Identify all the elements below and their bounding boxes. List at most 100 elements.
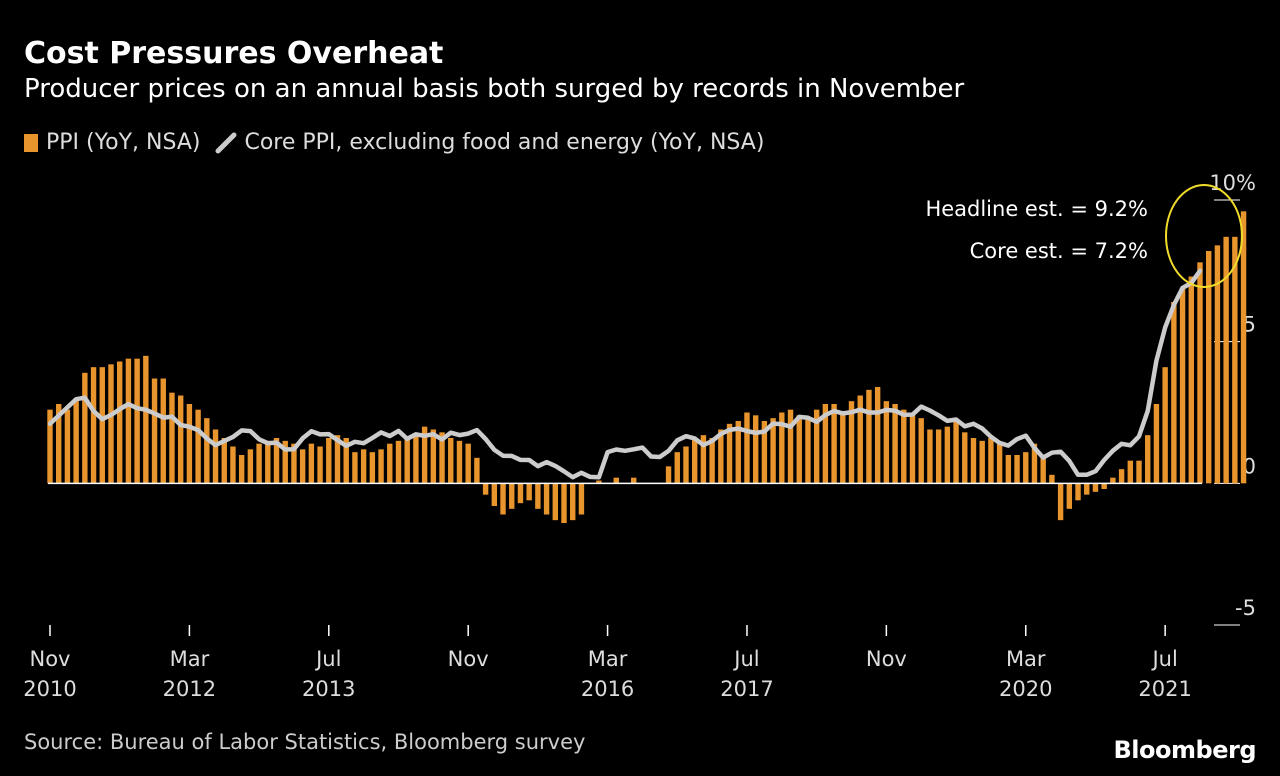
ppi-bar xyxy=(343,438,349,484)
ppi-bar xyxy=(64,409,71,484)
ppi-bar xyxy=(726,423,733,484)
ppi-bar xyxy=(796,415,802,484)
ppi-bar xyxy=(1005,455,1012,484)
x-tick-label-month: Jul xyxy=(314,647,341,671)
ppi-bar xyxy=(1066,483,1073,509)
ppi-bar xyxy=(1084,483,1090,495)
ppi-bar xyxy=(1136,460,1142,484)
legend-label-core: Core PPI, excluding food and energy (YoY… xyxy=(244,130,765,155)
x-tick-label-month: Mar xyxy=(588,647,628,671)
ppi-bar xyxy=(613,477,619,484)
ppi-bar xyxy=(561,483,567,523)
ppi-bar xyxy=(317,446,323,484)
core-line-swatch xyxy=(215,132,237,153)
ppi-bar xyxy=(474,457,480,484)
ppi-bar xyxy=(735,421,741,484)
ppi-bar xyxy=(683,446,689,484)
ppi-bar xyxy=(526,483,532,501)
ppi-bar xyxy=(352,452,358,484)
ppi-bar xyxy=(395,440,402,484)
ppi-bar xyxy=(134,358,140,484)
ppi-bar xyxy=(56,404,62,484)
ppi-bar xyxy=(970,438,977,484)
ppi-bar xyxy=(535,483,541,509)
ppi-bar xyxy=(1092,483,1099,492)
ppi-bar xyxy=(578,483,585,515)
ppi-bar xyxy=(1057,483,1064,521)
x-tick-label-month: Mar xyxy=(170,647,210,671)
ppi-bar xyxy=(247,449,254,484)
x-tick-label-year: 2016 xyxy=(581,677,634,701)
ppi-bar xyxy=(596,480,602,484)
ppi-bar xyxy=(962,432,968,484)
ppi-bar xyxy=(787,409,794,484)
ppi-bar xyxy=(73,398,79,484)
estimate-highlight-circle xyxy=(1165,184,1243,288)
core-estimate-label: Core est. = 7.2% xyxy=(970,239,1148,263)
ppi-bar xyxy=(996,443,1003,484)
ppi-bar xyxy=(439,432,445,484)
legend-item-core: Core PPI, excluding food and energy (YoY… xyxy=(214,130,764,155)
ppi-bar xyxy=(160,378,166,484)
x-tick-label-year: 2012 xyxy=(163,677,216,701)
ppi-bar xyxy=(857,395,863,484)
ppi-bar xyxy=(230,446,236,484)
ppi-bar xyxy=(1214,245,1221,484)
ppi-bar xyxy=(1110,477,1116,484)
ppi-bar xyxy=(674,452,680,484)
ppi-bar xyxy=(90,367,97,484)
ppi-bar xyxy=(308,443,315,484)
ppi-bar xyxy=(892,404,898,484)
ppi-bar xyxy=(1049,474,1055,484)
source-note: Source: Bureau of Labor Statistics, Bloo… xyxy=(24,730,586,754)
x-tick-label-month: Nov xyxy=(30,647,71,671)
ppi-bar xyxy=(631,477,637,484)
ppi-bar xyxy=(404,438,410,484)
ppi-bar xyxy=(1240,211,1247,484)
ppi-bar xyxy=(378,449,384,484)
ppi-bar xyxy=(1118,469,1125,484)
bloomberg-logo: Bloomberg xyxy=(1113,736,1257,764)
ppi-bar xyxy=(979,440,985,484)
x-tick-label-year: 2021 xyxy=(1138,677,1191,701)
ppi-bar xyxy=(770,418,776,484)
ppi-bar xyxy=(1232,236,1238,484)
ppi-bar xyxy=(430,429,437,484)
ppi-bar xyxy=(866,389,872,484)
ppi-bar xyxy=(1171,302,1177,484)
ppi-bar xyxy=(517,483,524,504)
ppi-bar-swatch xyxy=(24,133,38,152)
ppi-bar xyxy=(195,409,201,484)
ppi-bar xyxy=(1075,483,1081,501)
ppi-bar xyxy=(709,438,715,484)
ppi-bar xyxy=(82,372,88,484)
ppi-bar xyxy=(177,395,184,484)
legend-item-ppi: PPI (YoY, NSA) xyxy=(24,130,200,155)
ppi-bar xyxy=(282,440,288,484)
ppi-bar xyxy=(448,438,454,484)
ppi-bar xyxy=(761,421,768,484)
ppi-bar xyxy=(360,449,367,484)
ppi-bar xyxy=(543,483,550,515)
ppi-bar xyxy=(744,412,750,484)
ppi-bar xyxy=(822,404,829,484)
ppi-bar xyxy=(700,435,707,484)
ppi-bar xyxy=(570,483,576,521)
ppi-bar xyxy=(552,483,559,521)
ppi-bar xyxy=(482,483,489,495)
ppi-bar xyxy=(256,443,262,484)
ppi-bar xyxy=(500,483,506,515)
ppi-bar xyxy=(238,455,245,484)
ppi-bar xyxy=(779,412,785,484)
ppi-bar xyxy=(1101,483,1107,489)
ppi-bar xyxy=(108,364,114,484)
ppi-bar xyxy=(273,438,280,484)
ppi-bar xyxy=(456,440,463,484)
ppi-bar xyxy=(1162,367,1168,484)
ppi-bar xyxy=(901,409,907,484)
x-tick-label-month: Nov xyxy=(448,647,489,671)
ppi-bar xyxy=(143,355,149,484)
x-tick-label-month: Nov xyxy=(866,647,907,671)
x-tick-label-year: 2013 xyxy=(302,677,355,701)
ppi-bar xyxy=(125,358,132,484)
